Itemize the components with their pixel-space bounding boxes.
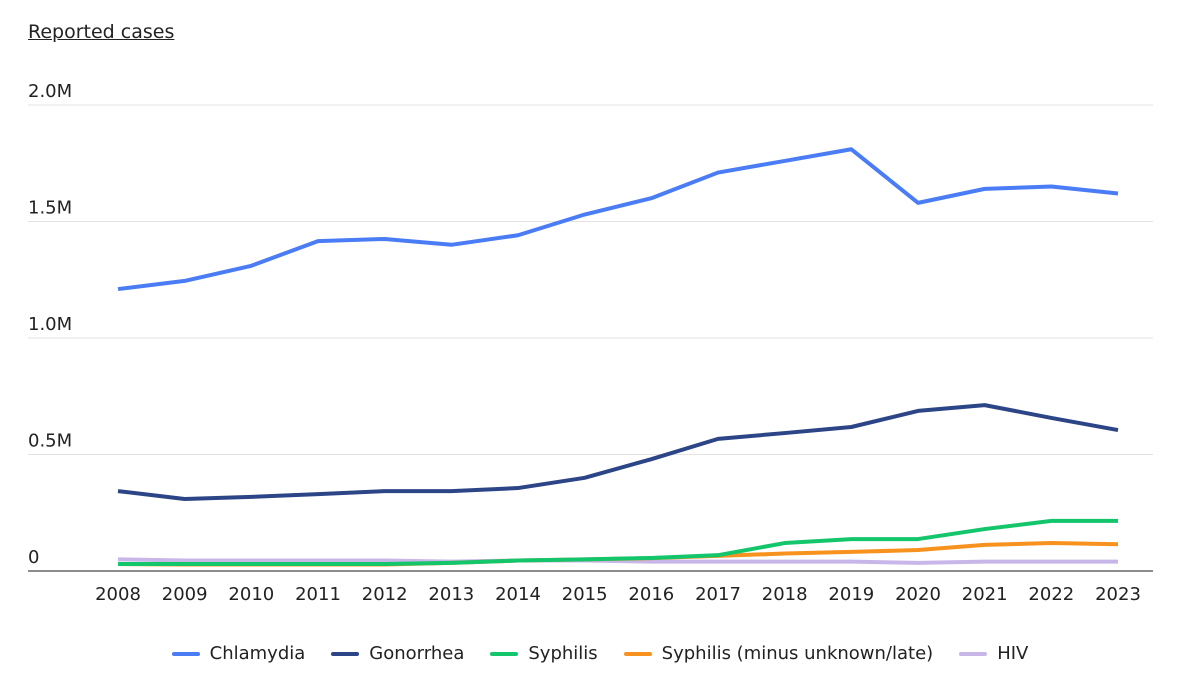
legend: Chlamydia Gonorrhea Syphilis Syphilis (minu… — [0, 643, 1200, 664]
series-line-gonorrhea — [117, 403, 1119, 502]
x-tick-label: 2021 — [962, 584, 1008, 605]
legend-swatch — [959, 651, 988, 656]
y-tick-label: 0.5M — [28, 431, 72, 452]
x-tick-label: 2014 — [495, 584, 541, 605]
x-tick-label: 2009 — [162, 584, 208, 605]
legend-item: Syphilis (minus unknown/late) — [623, 643, 934, 664]
x-tick-label: 2017 — [695, 584, 741, 605]
x-tick-label: 2012 — [362, 584, 408, 605]
legend-item: Chlamydia — [171, 643, 306, 664]
x-tick-label: 2020 — [895, 584, 941, 605]
y-axis-title: Reported cases — [28, 21, 175, 43]
x-tick-label: 2011 — [295, 584, 341, 605]
series-line-hiv — [117, 557, 1118, 565]
x-tick-label: 2015 — [562, 584, 608, 605]
x-tick-label: 2018 — [762, 584, 808, 605]
legend-item: HIV — [959, 643, 1028, 664]
legend-item: Syphilis — [490, 643, 598, 664]
x-tick-label: 2008 — [95, 584, 141, 605]
y-tick-label: 1.5M — [28, 198, 72, 219]
x-tick-label: 2016 — [628, 584, 674, 605]
x-tick-label: 2022 — [1028, 584, 1074, 605]
x-tick-label: 2013 — [428, 584, 474, 605]
legend-label: Chlamydia — [209, 643, 306, 664]
y-tick-label: 0 — [28, 547, 39, 568]
series-line-chlamydia — [117, 147, 1119, 292]
legend-label: Gonorrhea — [369, 643, 465, 664]
x-tick-label: 2019 — [828, 584, 874, 605]
legend-swatch — [623, 651, 652, 656]
legend-swatch — [331, 651, 360, 656]
y-tick-label: 2.0M — [28, 81, 72, 102]
y-tick-label: 1.0M — [28, 314, 72, 335]
legend-item: Gonorrhea — [331, 643, 464, 664]
legend-swatch — [171, 651, 200, 656]
legend-label: Syphilis (minus unknown/late) — [661, 643, 934, 664]
x-tick-label: 2023 — [1095, 584, 1141, 605]
legend-swatch — [490, 651, 519, 656]
series-line-syphilis — [118, 518, 1118, 567]
x-tick-label: 2010 — [228, 584, 274, 605]
legend-label: Syphilis — [528, 643, 598, 664]
legend-label: HIV — [997, 643, 1029, 664]
